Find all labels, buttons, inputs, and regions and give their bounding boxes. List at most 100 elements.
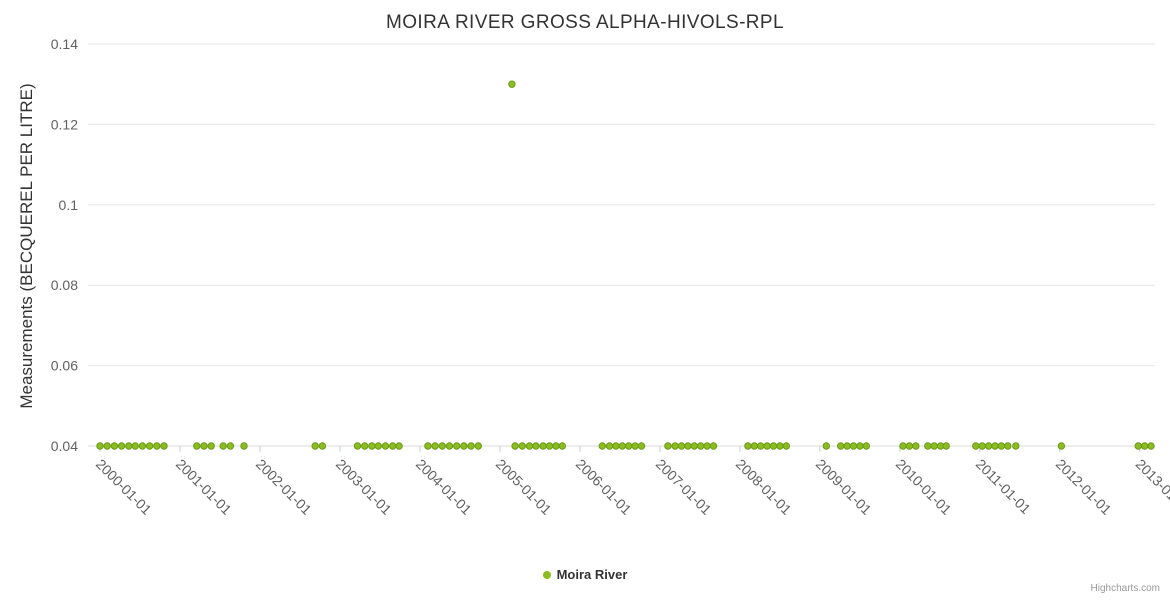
data-point[interactable] <box>200 442 208 450</box>
data-point[interactable] <box>598 442 606 450</box>
data-point[interactable] <box>690 442 698 450</box>
data-point[interactable] <box>395 442 403 450</box>
data-point[interactable] <box>539 442 547 450</box>
data-point[interactable] <box>117 442 126 450</box>
data-point[interactable] <box>782 442 790 450</box>
x-tick-label: 2009-01-01 <box>813 456 875 518</box>
data-point[interactable] <box>912 442 920 450</box>
data-point[interactable] <box>1140 442 1149 450</box>
data-point[interactable] <box>445 442 454 450</box>
data-point[interactable] <box>837 442 845 450</box>
data-point[interactable] <box>991 442 999 450</box>
data-point[interactable] <box>856 442 864 450</box>
data-point[interactable] <box>671 442 679 450</box>
data-point[interactable] <box>374 442 382 450</box>
data-point[interactable] <box>703 442 711 450</box>
data-point[interactable] <box>757 442 765 450</box>
highcharts-credits-link[interactable]: Highcharts.com <box>1090 583 1160 594</box>
data-point[interactable] <box>353 442 362 450</box>
data-point[interactable] <box>467 442 475 450</box>
data-point[interactable] <box>103 442 111 450</box>
data-point[interactable] <box>843 442 851 450</box>
data-point[interactable] <box>905 442 914 450</box>
data-point[interactable] <box>460 442 468 450</box>
data-point[interactable] <box>763 442 771 450</box>
x-tick-label: 2002-01-01 <box>253 456 315 518</box>
data-point[interactable] <box>862 442 870 450</box>
data-point[interactable] <box>219 442 227 450</box>
data-point[interactable] <box>942 442 950 450</box>
data-point[interactable] <box>684 442 692 450</box>
data-point[interactable] <box>431 442 439 450</box>
data-point[interactable] <box>1147 442 1155 450</box>
data-point[interactable] <box>924 442 932 450</box>
data-point[interactable] <box>744 442 752 450</box>
data-point[interactable] <box>508 80 516 88</box>
data-point[interactable] <box>525 442 534 450</box>
data-point[interactable] <box>131 442 139 450</box>
x-tick-label: 2011-01-01 <box>973 456 1034 517</box>
data-point[interactable] <box>138 442 147 450</box>
data-point[interactable] <box>972 442 980 450</box>
data-point[interactable] <box>153 442 161 450</box>
data-point[interactable] <box>511 442 519 450</box>
data-point[interactable] <box>545 442 554 450</box>
data-point[interactable] <box>769 442 778 450</box>
data-point[interactable] <box>226 442 235 450</box>
x-tick-label: 2012-01-01 <box>1053 456 1115 518</box>
data-point[interactable] <box>160 442 168 450</box>
data-point[interactable] <box>677 442 686 450</box>
data-point[interactable] <box>997 442 1006 450</box>
data-point[interactable] <box>1134 442 1142 450</box>
data-point[interactable] <box>389 442 397 450</box>
data-point[interactable] <box>96 442 104 450</box>
data-point[interactable] <box>612 442 620 450</box>
data-point[interactable] <box>381 442 390 450</box>
data-point[interactable] <box>849 442 858 450</box>
data-point[interactable] <box>240 442 248 450</box>
data-point[interactable] <box>625 442 633 450</box>
data-point[interactable] <box>618 442 626 450</box>
data-point[interactable] <box>361 442 369 450</box>
data-point[interactable] <box>697 442 705 450</box>
data-point[interactable] <box>110 442 119 450</box>
x-tick-label: 2013-01-01 <box>1133 456 1170 518</box>
data-point[interactable] <box>984 442 993 450</box>
data-point[interactable] <box>552 442 560 450</box>
data-point[interactable] <box>978 442 986 450</box>
data-point[interactable] <box>424 442 432 450</box>
x-tick-label: 2001-01-01 <box>173 456 235 518</box>
data-point[interactable] <box>1057 442 1066 450</box>
data-point[interactable] <box>474 442 482 450</box>
data-point[interactable] <box>631 442 639 450</box>
legend-label: Moira River <box>556 567 628 582</box>
legend-item-moira-river[interactable]: Moira River <box>542 567 628 582</box>
data-point[interactable] <box>709 442 718 450</box>
data-point[interactable] <box>605 442 614 450</box>
data-point[interactable] <box>930 442 938 450</box>
data-point[interactable] <box>822 442 830 450</box>
x-tick-label: 2003-01-01 <box>333 456 395 518</box>
data-point[interactable] <box>368 442 376 450</box>
data-point[interactable] <box>145 442 154 450</box>
data-point[interactable] <box>776 442 784 450</box>
data-point[interactable] <box>193 442 201 450</box>
data-point[interactable] <box>750 442 758 450</box>
data-point[interactable] <box>318 442 327 450</box>
data-point[interactable] <box>1004 442 1012 450</box>
data-point[interactable] <box>558 442 566 450</box>
data-point[interactable] <box>207 442 215 450</box>
data-point[interactable] <box>438 442 446 450</box>
data-point[interactable] <box>637 442 646 450</box>
data-point[interactable] <box>453 442 461 450</box>
y-tick-label: 0.06 <box>51 358 78 374</box>
data-point[interactable] <box>664 442 672 450</box>
data-point[interactable] <box>899 442 907 450</box>
data-point[interactable] <box>518 442 526 450</box>
data-point[interactable] <box>1012 442 1020 450</box>
data-point[interactable] <box>532 442 540 450</box>
data-point[interactable] <box>311 442 319 450</box>
y-tick-label: 0.1 <box>59 197 79 213</box>
data-point[interactable] <box>125 442 133 450</box>
legend: Moira River <box>0 567 1170 582</box>
